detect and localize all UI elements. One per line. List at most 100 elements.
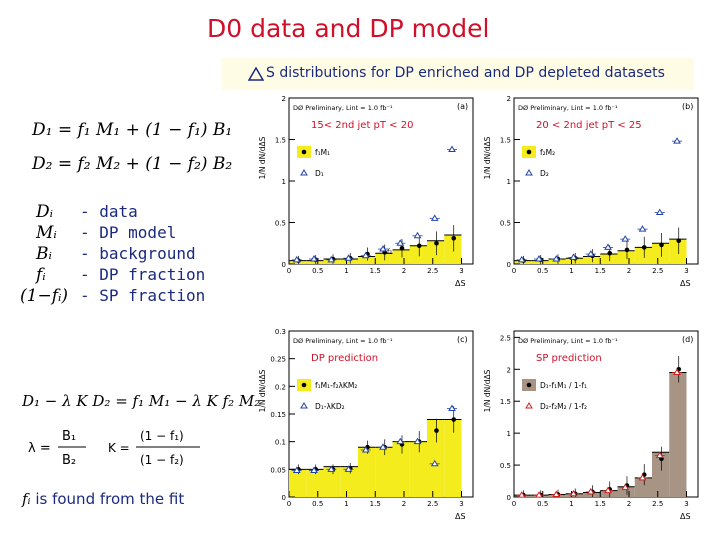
legend-dot xyxy=(301,382,307,388)
y-tick-label: 1 xyxy=(282,178,286,186)
triangle-point xyxy=(638,473,647,481)
triangle-point xyxy=(569,489,578,497)
fit-symbol: fᵢ xyxy=(22,490,31,508)
delta-icon xyxy=(248,67,264,81)
x-axis-label: ΔS xyxy=(455,512,466,521)
triangle-point xyxy=(396,239,405,246)
model-bar xyxy=(409,441,427,497)
triangle-point xyxy=(517,491,526,498)
triangle-point xyxy=(655,451,664,458)
triangle-point xyxy=(621,483,630,490)
legend-dot xyxy=(526,149,532,155)
triangle-point xyxy=(379,443,387,450)
y-tick-label: 0.5 xyxy=(500,462,511,470)
k-numerator: (1 − f₁) xyxy=(140,429,184,443)
y-axis-label: 1/N dN/dΔS xyxy=(258,136,267,179)
data-point xyxy=(451,235,457,241)
x-tick-label: 0.5 xyxy=(537,500,548,508)
model-bar xyxy=(306,260,324,264)
equation-2: D₂ = f₂ M₂ + (1 − f₂) B₂ xyxy=(32,154,233,174)
x-axis-label: ΔS xyxy=(455,279,466,288)
x-tick-label: 1.5 xyxy=(595,500,606,508)
x-tick-label: 0 xyxy=(287,267,291,275)
triangle-point xyxy=(413,437,422,445)
legend-triangle xyxy=(300,169,308,176)
model-bar xyxy=(358,447,376,497)
plot-frame xyxy=(288,97,474,265)
equation-1: D₁ = f₁ M₁ + (1 − f₁) B₁ xyxy=(32,120,233,140)
y-tick-label: 0 xyxy=(282,261,286,269)
model-bar xyxy=(600,490,618,497)
y-tick-label: 0.25 xyxy=(270,356,286,364)
model-bar xyxy=(323,466,341,497)
model-bar xyxy=(289,469,307,497)
plot-frame xyxy=(513,97,699,265)
cut-label: DP prediction xyxy=(311,353,378,364)
lambda-k-formulas: λ = B₁ B₂ K = (1 − f₁) (1 − f₂) xyxy=(28,429,200,468)
model-bar xyxy=(583,492,601,497)
model-bar xyxy=(375,447,393,497)
legend-text: - background xyxy=(80,244,196,263)
plot-panel-a: 0 0.5 1 1.5 2 0 0.5 1 1.5 2 2.5 3 DØ Preliminary, Li… xyxy=(258,95,474,288)
triangle-point xyxy=(517,255,526,263)
triangle-point xyxy=(673,137,681,144)
triangle-point xyxy=(310,466,318,473)
x-tick-label: 1 xyxy=(569,500,573,508)
y-tick-label: 2 xyxy=(507,366,511,374)
legend-symbol: fᵢ xyxy=(36,265,46,285)
preliminary-label: DØ Preliminary, Lint = 1.0 fb⁻¹ xyxy=(518,337,618,345)
model-bar xyxy=(392,249,410,264)
triangle-point xyxy=(638,225,647,232)
model-bar xyxy=(565,258,583,264)
x-tick-label: 0 xyxy=(512,500,516,508)
legend-text: - DP fraction xyxy=(80,265,206,284)
y-axis-label: 1/N dN/dΔS xyxy=(258,369,267,412)
data-point xyxy=(434,428,439,433)
data-point xyxy=(434,240,439,246)
x-tick-label: 3 xyxy=(684,500,688,508)
triangle-point xyxy=(621,235,630,242)
model-bar xyxy=(306,469,324,497)
y-tick-label: 2 xyxy=(282,95,286,103)
model-bar xyxy=(444,234,462,264)
data-point xyxy=(624,247,630,253)
y-axis-label: 1/N dN/dΔS xyxy=(483,136,492,179)
triangle-point xyxy=(379,245,387,252)
triangle-point xyxy=(396,437,405,445)
f-label: f₁ xyxy=(387,248,392,256)
plot-panel-d: 0 0.5 1 1.5 2 2.5 0 0.5 1 1.5 2 2.5 3 DØ Preliminary,… xyxy=(483,330,699,521)
preliminary-label: DØ Preliminary, Lint = 1.0 fb⁻¹ xyxy=(293,104,393,112)
legend-label-data: D₂-f₂M₂ / 1-f₂ xyxy=(540,402,587,411)
triangle-point xyxy=(448,145,456,152)
model-bar xyxy=(600,254,618,264)
x-tick-label: 2 xyxy=(627,500,631,508)
legend-label-data: D₂ xyxy=(540,169,549,178)
x-tick-label: 1.5 xyxy=(595,267,606,275)
x-tick-label: 0.5 xyxy=(537,267,548,275)
y-tick-label: 0 xyxy=(282,494,286,502)
legend-label-model: f₂M₂ xyxy=(540,148,555,157)
preliminary-label: DØ Preliminary, Lint = 1.0 fb⁻¹ xyxy=(518,104,618,112)
triangle-point xyxy=(327,465,336,472)
model-bar xyxy=(427,419,445,497)
k-denominator: (1 − f₂) xyxy=(140,453,184,467)
x-tick-label: 3 xyxy=(459,267,463,275)
x-tick-label: 0.5 xyxy=(312,500,323,508)
x-tick-label: 1 xyxy=(344,267,348,275)
preliminary-label: DØ Preliminary, Lint = 1.0 fb⁻¹ xyxy=(293,337,393,345)
panel-tag: (c) xyxy=(457,335,468,344)
panel-tag: (a) xyxy=(457,102,468,111)
plot-panel-b: 0 0.5 1 1.5 2 0 0.5 1 1.5 2 2.5 3 DØ Preliminary, Li… xyxy=(483,95,699,288)
legend-symbol: (1−fᵢ) xyxy=(20,286,69,306)
triangle-point xyxy=(569,253,578,260)
x-tick-label: 3 xyxy=(684,267,688,275)
x-tick-label: 2 xyxy=(627,267,631,275)
triangle-point xyxy=(430,459,439,467)
triangle-point xyxy=(310,255,318,262)
y-tick-label: 0.15 xyxy=(270,411,286,419)
x-tick-label: 0 xyxy=(512,267,516,275)
cut-label: 20 < 2nd jet pT < 25 xyxy=(536,120,642,131)
model-bar xyxy=(531,260,549,264)
x-axis-label: ΔS xyxy=(680,279,691,288)
y-tick-label: 0 xyxy=(507,261,511,269)
